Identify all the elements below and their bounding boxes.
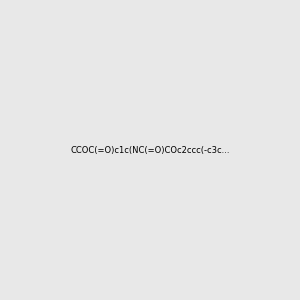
Text: CCOC(=O)c1c(NC(=O)COc2ccc(-c3c...: CCOC(=O)c1c(NC(=O)COc2ccc(-c3c... bbox=[70, 146, 230, 154]
